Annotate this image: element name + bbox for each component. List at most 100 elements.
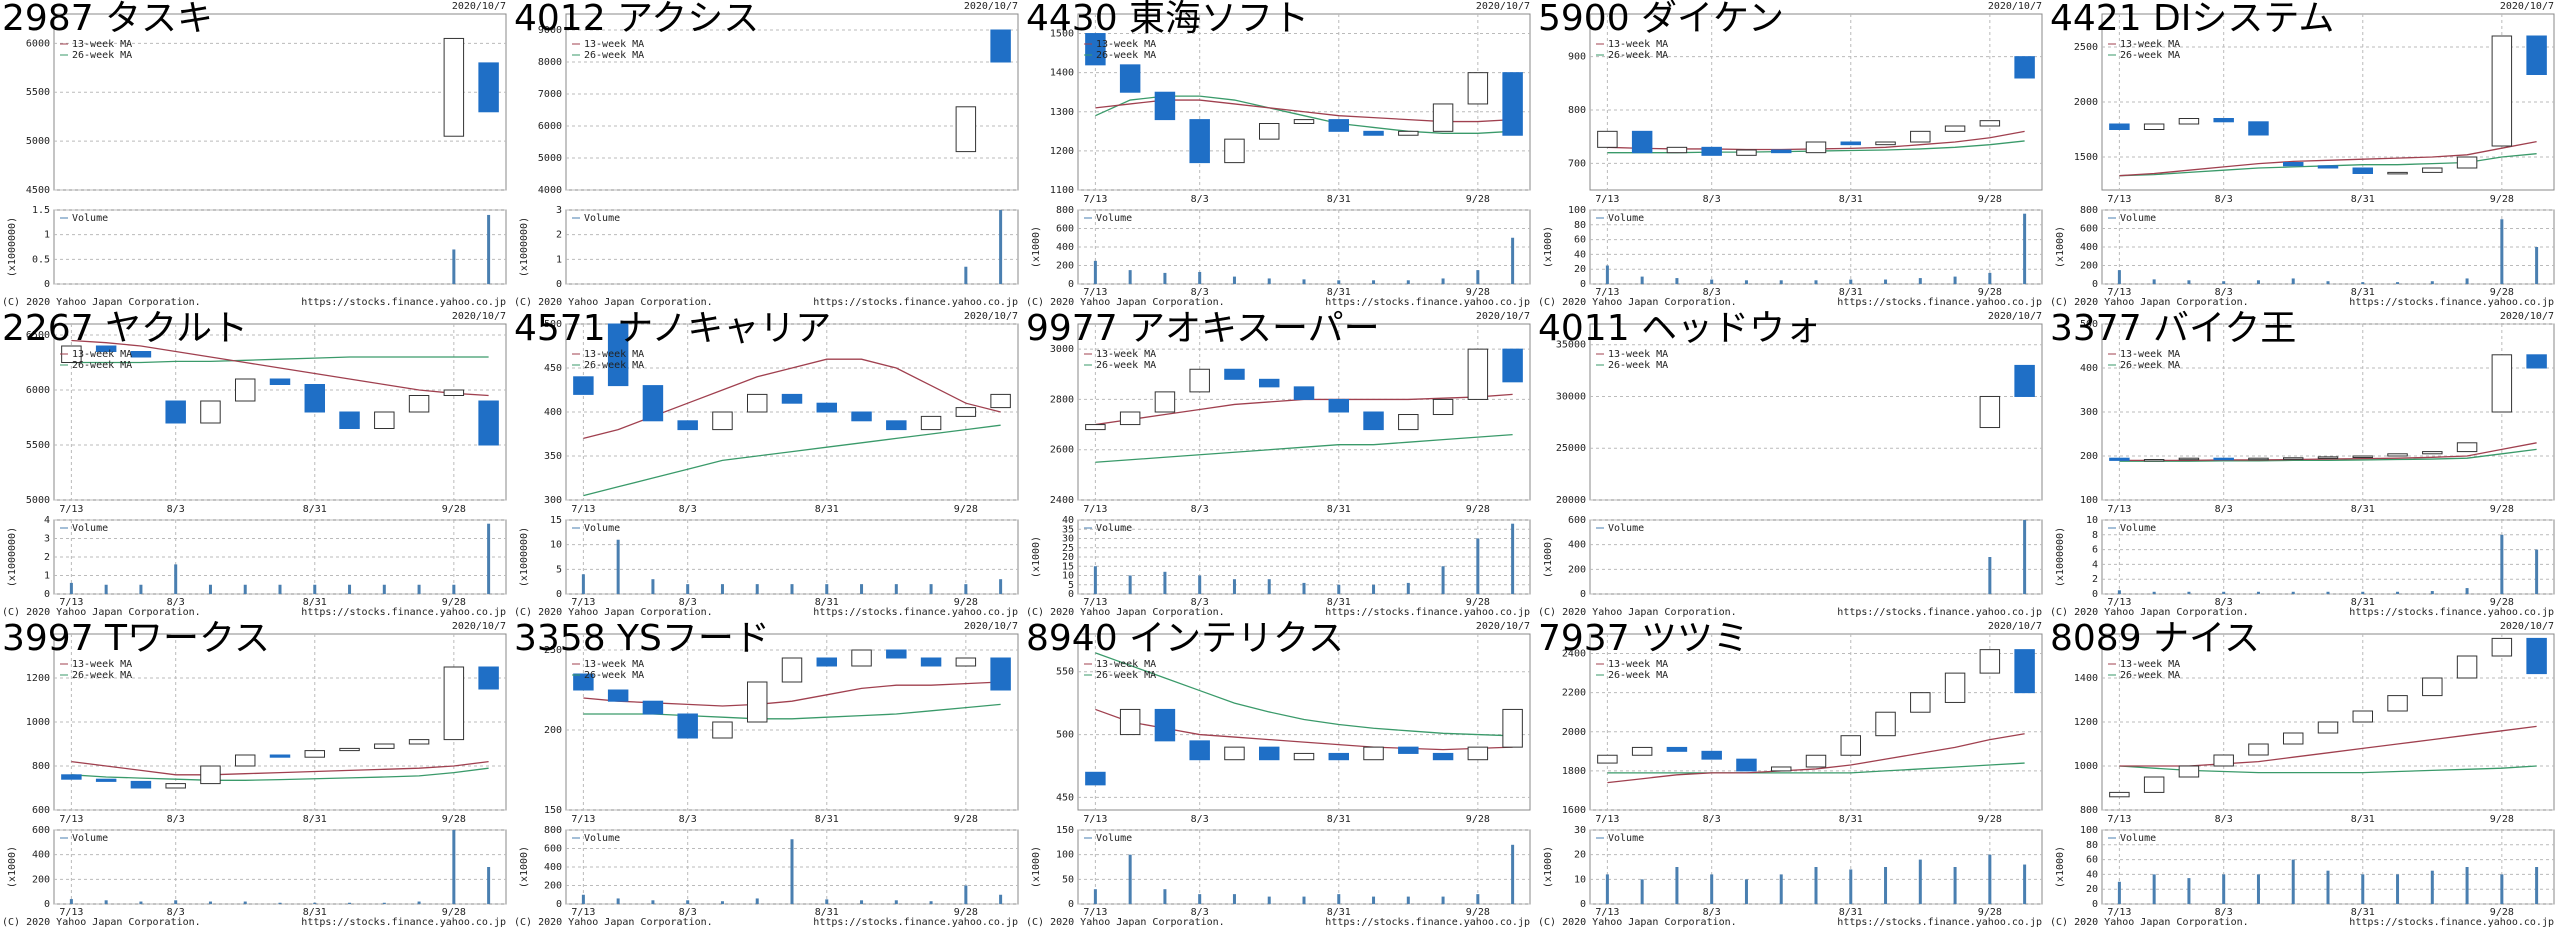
volume-bar [1884, 279, 1888, 284]
x-tick-label: 8/31 [1327, 814, 1351, 825]
source-url: https://stocks.finance.yahoo.co.jp [1325, 297, 1530, 308]
x-tick-label: 9/28 [954, 814, 978, 825]
volume-bar [2430, 281, 2434, 284]
x-tick-label: 7/13 [59, 814, 83, 825]
volume-tick-label: 60 [2086, 855, 2098, 866]
volume-bar [1476, 894, 1480, 904]
volume-tick-label: 0 [2092, 899, 2098, 910]
volume-tick-label: 60 [1574, 235, 1586, 246]
candle [642, 385, 664, 422]
y-tick-label: 200 [2080, 451, 2098, 462]
x-tick-label: 8/3 [167, 814, 185, 825]
volume-bar [581, 894, 585, 904]
x-tick-label: 9/28 [1466, 907, 1490, 918]
stock-panel: 1500 2000 2500 0 200 400 600 800 (x1000) 7/13 7/13… [2050, 0, 2555, 308]
volume-bar [1849, 279, 1853, 284]
candle [234, 378, 256, 402]
chart-title: 4011 ヘッドウォ [1538, 308, 1821, 349]
candle [746, 681, 768, 723]
volume-bar [2326, 281, 2330, 284]
moving-average [583, 424, 1001, 497]
volume-bar [894, 900, 898, 904]
candle [2213, 754, 2234, 767]
volume-tick-label: 600 [1568, 515, 1586, 526]
volume-bar [686, 584, 690, 594]
candle [1293, 752, 1315, 761]
volume-plot [565, 209, 1019, 285]
legend-label: Volume [72, 833, 108, 844]
legend-label: 26-week MA [72, 50, 132, 61]
x-tick-label: 9/28 [1978, 814, 2002, 825]
candle [2143, 123, 2165, 130]
volume-tick-label: 8 [2092, 530, 2098, 541]
legend-label: 13-week MA [2120, 349, 2180, 360]
source-url: https://stocks.finance.yahoo.co.jp [1837, 607, 2042, 618]
volume-bar [2023, 213, 2027, 284]
x-tick-label: 7/13 [571, 907, 595, 918]
y-tick-label: 2600 [1050, 445, 1074, 456]
candle [2178, 118, 2200, 125]
volume-bar [790, 584, 794, 594]
volume-tick-label: 50 [1062, 874, 1074, 885]
x-tick-label: 8/31 [1327, 597, 1351, 608]
volume-plot [2101, 519, 2555, 595]
x-tick-label: 7/13 [59, 907, 83, 918]
legend-label: 26-week MA [2120, 50, 2180, 61]
stock-panel: 1100 1200 1300 1400 1500 0 200 400 600 800 (x1000)… [1026, 0, 1531, 308]
y-tick-label: 8000 [538, 57, 562, 68]
stock-panel: 4000 5000 6000 7000 8000 9000 0 1 2 3 (x1000000) Vo… [514, 0, 1019, 308]
volume-tick-label: 1 [556, 254, 562, 265]
volume-bar [2396, 282, 2400, 284]
x-tick-label: 7/13 [1083, 597, 1107, 608]
volume-unit: (x1000) [1543, 226, 1554, 268]
y-tick-label: 600 [32, 805, 50, 816]
volume-plot [1589, 519, 2043, 595]
volume-bar [174, 564, 178, 594]
candle [2248, 457, 2269, 461]
legend-label: 13-week MA [1096, 659, 1156, 670]
candle [2143, 459, 2165, 462]
x-tick-label: 8/31 [1839, 194, 1863, 205]
candle [269, 378, 291, 385]
volume-tick-label: 30 [1062, 534, 1074, 545]
candle [2248, 743, 2269, 756]
y-tick-label: 500 [2080, 319, 2098, 330]
x-tick-label: 9/28 [1466, 287, 1490, 298]
x-tick-label: 7/13 [2107, 287, 2131, 298]
copyright: (C) 2020 Yahoo Japan Corporation. [1026, 917, 1225, 928]
x-tick-label: 7/13 [1083, 287, 1107, 298]
candle [1224, 746, 1245, 761]
volume-bar [313, 902, 317, 904]
volume-bar [2117, 270, 2121, 284]
candle [95, 345, 117, 352]
y-tick-label: 1000 [26, 717, 50, 728]
volume-bar [2500, 534, 2504, 594]
x-tick-label: 8/3 [1703, 814, 1721, 825]
volume-bar [2291, 859, 2295, 904]
candle [990, 393, 1011, 409]
volume-bar [1372, 896, 1376, 904]
legend-label: 26-week MA [1096, 670, 1156, 681]
volume-bar [452, 830, 456, 904]
volume-bar [139, 584, 143, 594]
volume-bar [2222, 874, 2226, 904]
candle [677, 713, 698, 739]
volume-bar [1093, 566, 1097, 594]
volume-bar [999, 210, 1003, 284]
legend-label: 26-week MA [72, 360, 132, 371]
volume-bar [1476, 270, 1480, 284]
candle [781, 657, 803, 683]
x-tick-label: 8/31 [2351, 907, 2375, 918]
candle [2456, 156, 2478, 169]
y-tick-label: 1200 [26, 673, 50, 684]
volume-bar [1163, 272, 1167, 284]
candle [1224, 138, 1245, 164]
candle [408, 739, 430, 745]
candle [130, 351, 152, 358]
source-url: https://stocks.finance.yahoo.co.jp [813, 607, 1018, 618]
volume-unit: (x1000000) [7, 217, 18, 277]
y-tick-label: 2500 [2074, 42, 2098, 53]
volume-bar [2465, 867, 2469, 904]
source-url: https://stocks.finance.yahoo.co.jp [1837, 297, 2042, 308]
x-tick-label: 7/13 [2107, 907, 2131, 918]
